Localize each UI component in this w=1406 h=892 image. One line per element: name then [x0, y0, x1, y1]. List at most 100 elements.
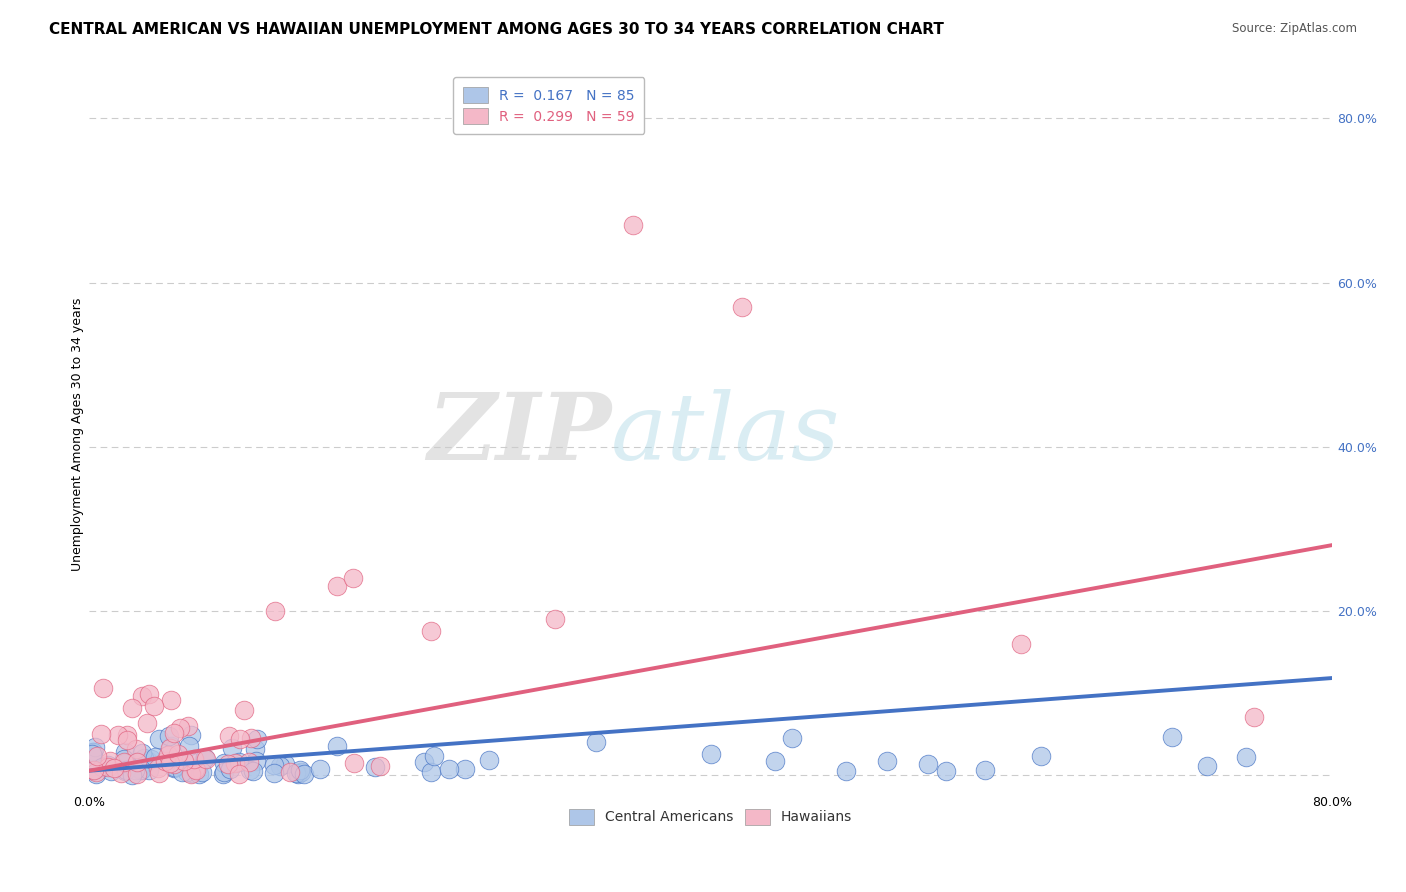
- Point: [148, 731, 170, 746]
- Point: [245, 754, 267, 768]
- Point: [419, 624, 441, 639]
- Point: [179, 754, 201, 768]
- Point: [287, 767, 309, 781]
- Point: [121, 767, 143, 781]
- Point: [132, 757, 155, 772]
- Point: [194, 752, 217, 766]
- Point: [245, 741, 267, 756]
- Point: [780, 731, 803, 746]
- Text: CENTRAL AMERICAN VS HAWAIIAN UNEMPLOYMENT AMONG AGES 30 TO 34 YEARS CORRELATION : CENTRAL AMERICAN VS HAWAIIAN UNEMPLOYMEN…: [49, 22, 943, 37]
- Point: [621, 218, 644, 232]
- Point: [121, 701, 143, 715]
- Point: [131, 746, 153, 760]
- Point: [153, 754, 176, 768]
- Point: [228, 767, 250, 781]
- Point: [218, 730, 240, 744]
- Point: [221, 741, 243, 756]
- Point: [82, 763, 104, 777]
- Point: [90, 760, 112, 774]
- Point: [246, 732, 269, 747]
- Point: [160, 693, 183, 707]
- Point: [1161, 730, 1184, 744]
- Point: [219, 763, 242, 777]
- Point: [90, 727, 112, 741]
- Point: [124, 763, 146, 777]
- Point: [159, 756, 181, 770]
- Point: [285, 765, 308, 780]
- Point: [1029, 749, 1052, 764]
- Point: [97, 758, 120, 772]
- Point: [294, 767, 316, 781]
- Point: [1010, 636, 1032, 650]
- Point: [242, 764, 264, 778]
- Point: [114, 764, 136, 778]
- Point: [188, 766, 211, 780]
- Point: [100, 764, 122, 778]
- Point: [437, 762, 460, 776]
- Point: [128, 761, 150, 775]
- Point: [84, 765, 107, 780]
- Point: [97, 760, 120, 774]
- Point: [232, 703, 254, 717]
- Point: [177, 739, 200, 753]
- Point: [269, 759, 291, 773]
- Point: [163, 761, 186, 775]
- Point: [263, 766, 285, 780]
- Point: [129, 763, 152, 777]
- Point: [974, 763, 997, 777]
- Point: [159, 739, 181, 754]
- Point: [1195, 758, 1218, 772]
- Point: [183, 752, 205, 766]
- Point: [413, 756, 436, 770]
- Point: [193, 752, 215, 766]
- Point: [98, 754, 121, 768]
- Point: [157, 729, 180, 743]
- Y-axis label: Unemployment Among Ages 30 to 34 years: Unemployment Among Ages 30 to 34 years: [72, 298, 84, 571]
- Point: [156, 747, 179, 762]
- Point: [181, 766, 204, 780]
- Point: [163, 726, 186, 740]
- Point: [343, 756, 366, 770]
- Point: [180, 728, 202, 742]
- Point: [125, 742, 148, 756]
- Point: [212, 765, 235, 780]
- Point: [184, 762, 207, 776]
- Point: [86, 749, 108, 764]
- Point: [159, 740, 181, 755]
- Point: [148, 765, 170, 780]
- Point: [763, 754, 786, 768]
- Point: [138, 763, 160, 777]
- Point: [274, 756, 297, 771]
- Point: [364, 759, 387, 773]
- Point: [138, 687, 160, 701]
- Point: [143, 698, 166, 713]
- Point: [454, 762, 477, 776]
- Point: [211, 767, 233, 781]
- Point: [326, 739, 349, 753]
- Point: [169, 722, 191, 736]
- Point: [134, 750, 156, 764]
- Point: [585, 735, 607, 749]
- Point: [239, 763, 262, 777]
- Point: [117, 727, 139, 741]
- Point: [1243, 710, 1265, 724]
- Point: [91, 681, 114, 695]
- Point: [82, 745, 104, 759]
- Point: [125, 756, 148, 770]
- Point: [700, 747, 723, 761]
- Point: [110, 765, 132, 780]
- Point: [114, 745, 136, 759]
- Point: [114, 756, 136, 771]
- Point: [115, 756, 138, 771]
- Point: [730, 300, 752, 314]
- Point: [115, 764, 138, 778]
- Point: [139, 752, 162, 766]
- Point: [180, 767, 202, 781]
- Point: [136, 754, 159, 768]
- Point: [229, 731, 252, 746]
- Point: [124, 757, 146, 772]
- Point: [224, 756, 246, 771]
- Point: [82, 745, 104, 759]
- Point: [163, 756, 186, 771]
- Point: [83, 763, 105, 777]
